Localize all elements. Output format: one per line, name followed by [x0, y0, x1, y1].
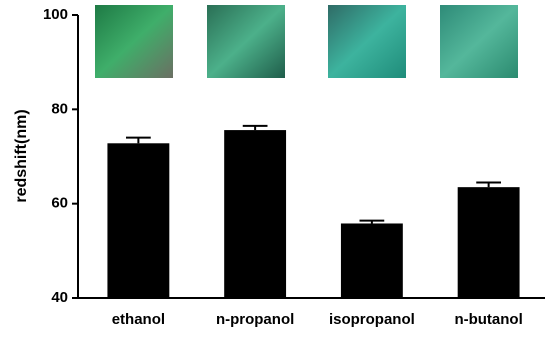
x-tick-label: n-propanol [216, 311, 294, 328]
y-tick-label: 40 [51, 289, 68, 306]
bar [457, 187, 520, 298]
bar [224, 130, 287, 298]
sample-photo [440, 5, 518, 78]
x-tick-label: n-butanol [454, 311, 522, 328]
error-bar [359, 219, 385, 224]
sample-photo [328, 5, 406, 78]
y-tick-label: 100 [43, 6, 68, 23]
error-bar [242, 124, 268, 131]
error-bar [476, 181, 502, 188]
y-tick-label: 80 [51, 100, 68, 117]
y-axis-label: redshift(nm) [13, 109, 30, 202]
y-tick-label: 60 [51, 195, 68, 212]
bar [107, 143, 170, 298]
bar [340, 223, 403, 298]
error-bar [125, 136, 151, 144]
sample-photo [207, 5, 285, 78]
x-tick-label: isopropanol [329, 311, 415, 328]
x-tick-label: ethanol [112, 311, 165, 328]
sample-photo [95, 5, 173, 78]
